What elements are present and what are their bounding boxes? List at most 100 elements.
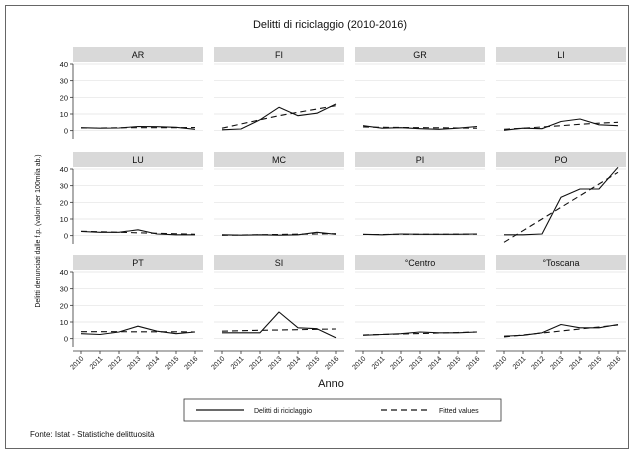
y-tick-label: 10: [60, 215, 68, 224]
chart-canvas: Delitti di riciclaggio (2010-2016) Anno …: [35, 19, 626, 422]
legend: Delitti di riciclaggio Fitted values: [183, 398, 502, 422]
y-tick-label: 0: [64, 127, 68, 136]
series-line-actual: [362, 233, 478, 236]
source-note: Fonte: Istat - Statistiche delittuosità: [30, 430, 155, 439]
series-line-actual: [80, 125, 196, 130]
x-tick-label: 2015: [164, 355, 180, 371]
y-tick-label: 10: [60, 110, 68, 119]
series-line-fitted: [362, 126, 478, 129]
y-tick-label: 10: [60, 318, 68, 327]
x-tick-label: 2012: [389, 355, 405, 371]
x-tick-label: 2013: [267, 355, 283, 371]
series-line-actual: [362, 125, 478, 130]
y-tick-label: 30: [60, 285, 68, 294]
chart-title: Delitti di riciclaggio (2010-2016): [253, 19, 407, 31]
x-tick-label: 2012: [107, 355, 123, 371]
series-line-actual: [80, 325, 196, 336]
series-line-actual: [504, 166, 619, 236]
panel-strip: [73, 47, 203, 62]
x-tick-label: 2012: [530, 355, 546, 371]
panel-title: SI: [275, 258, 284, 268]
x-tick-label: 2016: [606, 355, 622, 371]
y-tick-label: 40: [60, 165, 68, 174]
x-tick-label: 2013: [126, 355, 142, 371]
x-tick-label: 2010: [210, 355, 226, 371]
panel-strip: [214, 255, 344, 270]
x-tick-label: 2014: [568, 355, 584, 371]
series-line-fitted: [362, 331, 478, 336]
series-line-actual: [503, 323, 619, 337]
panel-strip: [214, 152, 344, 167]
series-line-fitted: [503, 121, 619, 130]
x-tick-label: 2014: [286, 355, 302, 371]
x-tick-label: 2014: [145, 355, 161, 371]
x-tick-label: 2011: [89, 355, 105, 371]
y-tick-label: 20: [60, 93, 68, 102]
y-tick-label: 40: [60, 268, 68, 277]
y-tick-label: 30: [60, 182, 68, 191]
panel-title: °Centro: [405, 258, 436, 268]
panel-strip: [355, 47, 485, 62]
x-tick-label: 2016: [324, 355, 340, 371]
x-tick-label: 2010: [492, 355, 508, 371]
y-tick-label: 0: [64, 335, 68, 344]
series-line-actual: [503, 118, 619, 131]
x-tick-label: 2013: [408, 355, 424, 371]
panel-strip: [355, 255, 485, 270]
series-line-fitted: [221, 105, 337, 129]
series-line-fitted: [80, 230, 196, 235]
x-tick-label: 2011: [512, 355, 528, 371]
x-tick-label: 2011: [230, 355, 246, 371]
x-tick-label: 2010: [351, 355, 367, 371]
y-tick-label: 0: [64, 232, 68, 241]
series-line-actual: [80, 229, 195, 236]
legend-box: [183, 398, 502, 422]
y-tick-label: 20: [60, 301, 68, 310]
y-tick-label: 20: [60, 198, 68, 207]
panel-grid: AR 0 10 20 30 40 FI GR LI LU 0 10 20 30 40 MC PI PO PT 0 10 2…: [60, 47, 626, 371]
series-line-fitted: [81, 126, 196, 129]
panel-title: GR: [413, 50, 427, 60]
panel-title: PT: [132, 258, 144, 268]
panel-title: LI: [557, 50, 565, 60]
x-tick-label: 2016: [183, 355, 199, 371]
series-line-actual: [221, 231, 337, 236]
panel-title: MC: [272, 155, 286, 165]
panel-strip: [496, 255, 626, 270]
series-line-actual: [362, 331, 478, 336]
x-tick-label: 2014: [427, 355, 443, 371]
panel-strip: [496, 152, 626, 167]
panel-strip: [73, 152, 203, 167]
legend-label-solid: Delitti di riciclaggio: [254, 408, 312, 415]
panel-title: LU: [132, 155, 144, 165]
series-line-actual: [222, 311, 337, 339]
panel-strip: [496, 47, 626, 62]
x-tick-label: 2012: [248, 355, 264, 371]
x-tick-label: 2011: [371, 355, 387, 371]
series-line-actual: [221, 103, 337, 131]
x-tick-label: 2013: [549, 355, 565, 371]
panel-title: FI: [275, 50, 283, 60]
y-axis-label: Delitti denunciati dalle f.p. (valori pe…: [35, 154, 42, 307]
x-tick-label: 2015: [446, 355, 462, 371]
x-tick-label: 2016: [465, 355, 481, 371]
series-line-fitted: [503, 171, 619, 243]
x-tick-label: 2010: [69, 355, 85, 371]
x-tick-label: 2015: [587, 355, 603, 371]
series-line-fitted: [503, 324, 619, 338]
x-tick-label: 2015: [305, 355, 321, 371]
series-line-fitted: [221, 233, 337, 236]
panel-strip: [214, 47, 344, 62]
panel-strip: [355, 152, 485, 167]
chart-frame: Delitti di riciclaggio (2010-2016) Anno …: [5, 5, 629, 449]
x-axis-label: Anno: [318, 378, 344, 390]
panel-title: °Toscana: [542, 258, 579, 268]
y-tick-label: 30: [60, 77, 68, 86]
panel-title: PO: [554, 155, 567, 165]
y-tick-label: 40: [60, 60, 68, 69]
panel-title: AR: [132, 50, 145, 60]
panel-strip: [73, 255, 203, 270]
legend-label-dashed: Fitted values: [439, 408, 479, 415]
series-line-fitted: [221, 328, 337, 332]
panel-title: PI: [416, 155, 425, 165]
